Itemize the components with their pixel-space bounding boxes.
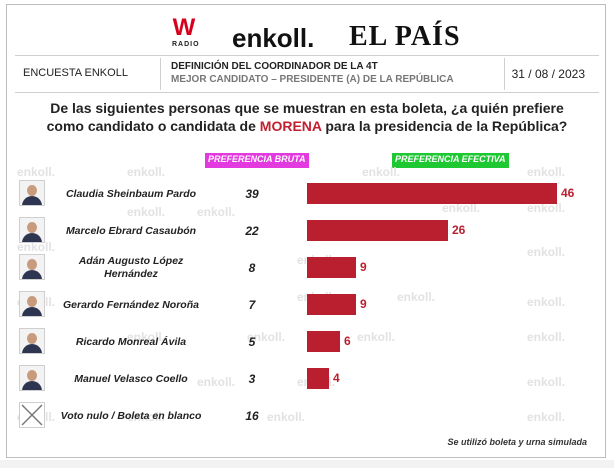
preferencia-efectiva-value: 4: [333, 371, 340, 385]
enkoll-watermark: enkoll.: [197, 375, 236, 389]
survey-source: ENCUESTA ENKOLL: [23, 67, 128, 79]
el-pais-logo: EL PAÍS: [349, 21, 461, 52]
enkoll-watermark: enkoll.: [527, 375, 566, 389]
null-vote-icon: [19, 402, 45, 428]
candidate-photo: [19, 254, 45, 280]
candidate-row: Ricardo Monreal Ávila 5 6: [7, 325, 605, 359]
column-label-bruta: PREFERENCIA BRUTA: [205, 153, 309, 168]
enkoll-logo: enkoll.: [232, 23, 315, 53]
enkoll-watermark: enkoll.: [527, 245, 566, 259]
candidate-name-line2: Hernández: [104, 268, 158, 280]
preferencia-bruta-value: 3: [248, 372, 256, 386]
enkoll-watermark: enkoll.: [527, 201, 566, 215]
enkoll-watermark: enkoll.: [127, 410, 166, 424]
survey-date: 31 / 08 / 2023: [511, 67, 585, 81]
preferencia-efectiva-value: 26: [452, 223, 466, 237]
poll-question: De las siguientes personas que se muestr…: [7, 99, 605, 135]
preferencia-efectiva-bar: [307, 331, 340, 352]
enkoll-watermark: enkoll.: [127, 165, 166, 179]
enkoll-watermark: enkoll.: [127, 330, 166, 344]
enkoll-watermark: enkoll.: [197, 205, 236, 219]
preferencia-bruta-value: 5: [248, 335, 256, 349]
candidate-name-line1: Manuel Velasco Coello: [74, 373, 188, 385]
logo-bar: W RADIO enkoll. EL PAÍS: [7, 13, 605, 54]
candidate-name: Marcelo Ebrard Casaubón: [51, 225, 211, 238]
w-radio-logo: W RADIO: [172, 14, 200, 49]
enkoll-watermark: enkoll.: [362, 165, 401, 179]
candidate-photo: [19, 365, 45, 391]
survey-title-line2: MEJOR CANDIDATO – PRESIDENTE (A) DE LA R…: [171, 74, 454, 85]
candidate-name: Voto nulo / Boleta en blanco: [51, 410, 211, 423]
candidate-row: Voto nulo / Boleta en blanco 16: [7, 399, 605, 433]
enkoll-watermark: enkoll.: [17, 165, 56, 179]
preferencia-bruta-value: 7: [248, 298, 256, 312]
enkoll-watermark: enkoll.: [357, 330, 396, 344]
candidate-name-line1: Adán Augusto López: [78, 255, 184, 267]
preferencia-bruta-value: 22: [245, 224, 259, 238]
candidate-row: Adán Augusto López Hernández 8 9: [7, 251, 605, 285]
column-label-efectiva: PREFERENCIA EFECTIVA: [392, 153, 509, 168]
candidate-row: Manuel Velasco Coello 3 4: [7, 362, 605, 396]
candidate-name: Claudia Sheinbaum Pardo: [51, 188, 211, 201]
enkoll-watermark: enkoll.: [527, 330, 566, 344]
survey-header: ENCUESTA ENKOLL DEFINICIÓN DEL COORDINAD…: [15, 55, 599, 93]
preferencia-efectiva-bar: [307, 368, 329, 389]
preferencia-efectiva-value: 9: [360, 297, 367, 311]
candidate-name-line1: Voto nulo / Boleta en blanco: [60, 410, 202, 422]
preferencia-efectiva-value: 6: [344, 334, 351, 348]
preferencia-bruta-value: 8: [248, 261, 256, 275]
preferencia-efectiva-bar: [307, 220, 448, 241]
candidate-name: Ricardo Monreal Ávila: [51, 336, 211, 349]
preferencia-efectiva-bar: [307, 257, 356, 278]
enkoll-watermark: enkoll.: [442, 201, 481, 215]
preferencia-efectiva-value: 9: [360, 260, 367, 274]
bottom-strip: [0, 460, 614, 468]
enkoll-watermark: enkoll.: [267, 410, 306, 424]
enkoll-watermark: enkoll.: [527, 410, 566, 424]
candidate-name-line1: Ricardo Monreal Ávila: [75, 336, 187, 348]
question-line2: como candidato o candidata de MORENA par…: [46, 118, 568, 134]
preferencia-efectiva-bar: [307, 294, 356, 315]
cross-icon: [21, 404, 43, 426]
enkoll-watermark: enkoll.: [127, 205, 166, 219]
preferencia-bruta-value: 39: [245, 187, 259, 201]
enkoll-watermark: enkoll.: [397, 290, 436, 304]
enkoll-watermark: enkoll.: [247, 330, 286, 344]
methodology-note: Se utilizó boleta y urna simulada: [447, 437, 587, 447]
poll-card: W RADIO enkoll. EL PAÍS ENCUESTA ENKOLL …: [6, 4, 606, 458]
survey-title: DEFINICIÓN DEL COORDINADOR DE LA 4T MEJO…: [160, 58, 505, 90]
enkoll-watermark: enkoll.: [527, 295, 566, 309]
party-highlight: MORENA: [259, 118, 322, 134]
survey-title-line1: DEFINICIÓN DEL COORDINADOR DE LA 4T: [171, 61, 378, 72]
candidate-name-line1: Gerardo Fernández Noroña: [63, 299, 199, 311]
candidate-photo: [19, 217, 45, 243]
enkoll-watermark: enkoll.: [17, 240, 56, 254]
candidate-photo: [19, 328, 45, 354]
preferencia-efectiva-value: 46: [561, 186, 575, 200]
candidate-name-line1: Marcelo Ebrard Casaubón: [65, 225, 197, 237]
preferencia-bruta-value: 16: [245, 409, 259, 423]
candidate-name-line1: Claudia Sheinbaum Pardo: [65, 188, 197, 200]
candidate-row: Claudia Sheinbaum Pardo 39 46: [7, 177, 605, 211]
candidate-name: Adán Augusto López Hernández: [51, 255, 211, 281]
candidate-photo: [19, 180, 45, 206]
question-line1: De las siguientes personas que se muestr…: [50, 100, 564, 116]
candidate-row: Gerardo Fernández Noroña 7 9: [7, 288, 605, 322]
candidate-photo: [19, 291, 45, 317]
candidate-name: Manuel Velasco Coello: [51, 373, 211, 386]
preferencia-efectiva-bar: [307, 183, 557, 204]
candidate-row: Marcelo Ebrard Casaubón 22 26: [7, 214, 605, 248]
candidate-name: Gerardo Fernández Noroña: [51, 299, 211, 312]
enkoll-watermark: enkoll.: [527, 165, 566, 179]
